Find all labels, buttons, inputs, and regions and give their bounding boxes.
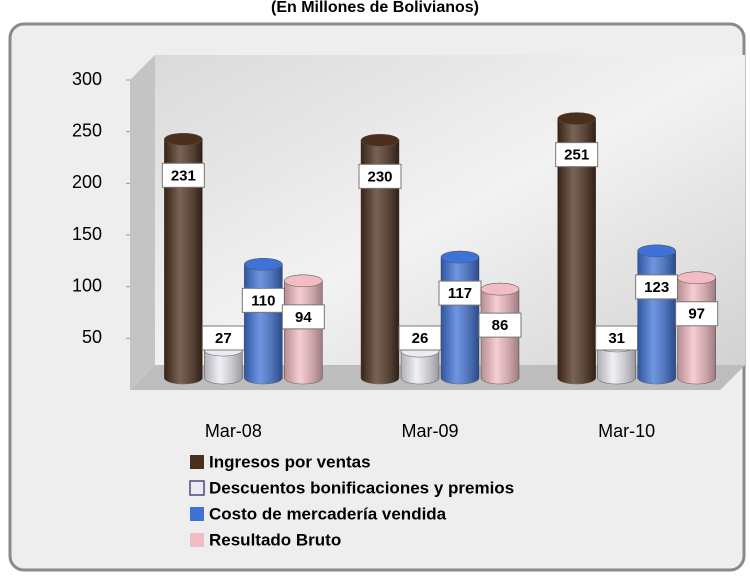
y-tick-label: 250	[72, 120, 102, 140]
value-label: 123	[644, 279, 669, 296]
value-label-box	[201, 325, 245, 351]
bar-top	[360, 134, 400, 147]
value-label-box	[595, 325, 639, 351]
bar-top	[637, 244, 676, 258]
value-label: 86	[492, 317, 509, 334]
value-label-box	[478, 312, 522, 338]
legend-label: Descuentos bonificaciones y premios	[209, 478, 514, 497]
bar-shade	[637, 244, 676, 384]
y-tick-label: 50	[82, 327, 102, 347]
bar-top	[284, 274, 323, 288]
value-label-box	[438, 280, 482, 306]
value-label: 31	[608, 330, 625, 347]
bar-shade	[164, 133, 203, 384]
bar-top	[677, 271, 716, 285]
value-label: 27	[215, 330, 232, 347]
x-tick-label: Mar-08	[205, 421, 262, 441]
value-label-box	[161, 162, 205, 188]
bar-shade	[557, 112, 596, 384]
bar-top	[557, 112, 596, 125]
legend-label: Costo de mercadería vendida	[209, 504, 447, 523]
legend-label: Resultado Bruto	[209, 530, 341, 549]
legend-swatch	[190, 507, 204, 521]
bar-top	[164, 133, 203, 146]
legend-swatch	[190, 533, 204, 547]
value-label: 117	[448, 285, 472, 302]
bar-shade	[361, 134, 399, 384]
y-tick-label: 100	[72, 275, 102, 295]
value-label: 26	[412, 330, 429, 347]
value-label-box	[281, 304, 325, 330]
bar-top	[480, 282, 520, 296]
chart-title: (En Millones de Bolivianos)	[271, 0, 479, 16]
value-label: 230	[367, 168, 392, 185]
bar-shade	[284, 274, 323, 384]
bar-shade	[677, 271, 716, 384]
legend-label: Ingresos por ventas	[209, 452, 371, 471]
legend-swatch	[190, 455, 204, 469]
value-label: 251	[564, 147, 589, 164]
x-tick-label: Mar-10	[598, 421, 655, 441]
bar-shade	[441, 251, 479, 384]
value-label: 94	[295, 309, 312, 326]
y-tick-label: 300	[72, 69, 102, 89]
value-label-box	[358, 163, 402, 189]
value-label-box	[398, 325, 442, 351]
value-label: 97	[688, 306, 705, 323]
value-label: 231	[171, 167, 196, 184]
bar-top	[440, 250, 480, 264]
x-tick-label: Mar-09	[401, 421, 458, 441]
y-tick-label: 200	[72, 172, 102, 192]
value-label: 110	[251, 292, 275, 309]
legend-swatch	[189, 480, 205, 496]
value-label-box	[555, 142, 599, 168]
bar-top	[244, 258, 283, 271]
bar-shade	[244, 258, 283, 384]
y-tick-label: 150	[72, 224, 102, 244]
plot-side	[130, 55, 155, 390]
value-label-box	[675, 301, 719, 327]
value-label-box	[635, 274, 679, 300]
